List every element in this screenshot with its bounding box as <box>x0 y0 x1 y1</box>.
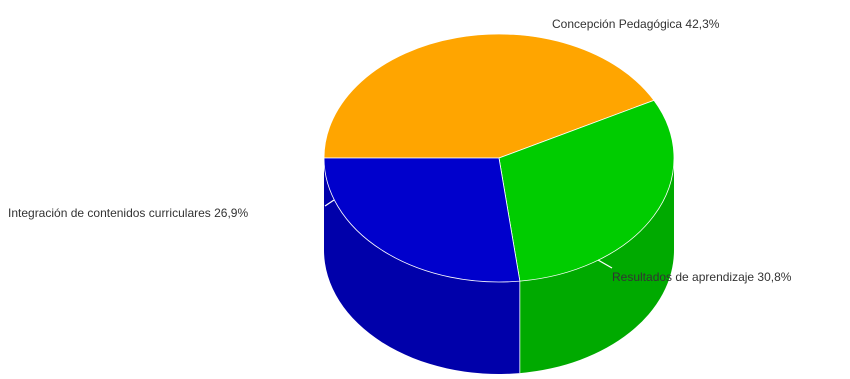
pie-tops <box>323 33 675 283</box>
pie-label-concepcion-pedagogica: Concepción Pedagógica 42,3% <box>552 17 720 31</box>
pie-leader-resultados-de-aprendizaje <box>597 259 613 269</box>
pie-slice-resultados-de-aprendizaje <box>498 99 675 282</box>
pie-label-integracion-de-contenidos-curriculares: Integración de contenidos curriculares 2… <box>8 206 248 220</box>
pie-slice-side-integracion-de-contenidos-curriculares <box>324 158 520 374</box>
pie-sides <box>324 158 674 374</box>
pie-label-resultados-de-aprendizaje: Resultados de aprendizaje 30,8% <box>612 270 792 284</box>
pie-labels: Concepción Pedagógica 42,3% Resultados de… <box>8 17 792 284</box>
pie-slice-concepcion-pedagogica <box>323 33 655 159</box>
pie-slice-integracion-de-contenidos-curriculares <box>323 157 521 283</box>
pie-slice-side-resultados-de-aprendizaje <box>519 158 674 374</box>
pie-leader-integracion-de-contenidos-curriculares <box>324 199 335 207</box>
